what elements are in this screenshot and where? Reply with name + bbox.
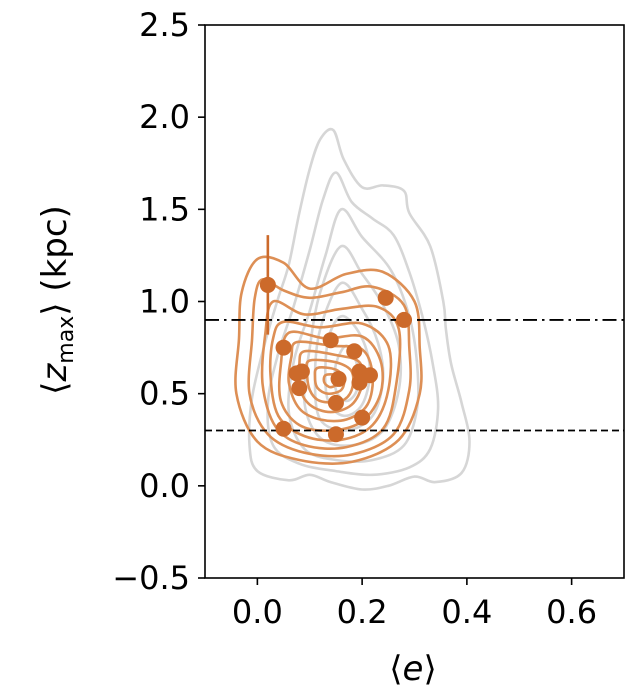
y-tick-label: 2.0 [139,98,190,136]
y-tick-label: −0.5 [112,559,190,597]
y-axis-ticks: −0.5 0.0 0.5 1.0 1.5 2.0 2.5 [112,6,205,597]
sample-contour-1 [247,278,412,458]
data-points [259,276,413,443]
data-point-11 [351,374,368,391]
data-point-3 [322,332,339,349]
data-point-10 [330,370,347,387]
data-point-16 [327,426,344,443]
y-tick-label: 1.5 [139,190,190,228]
y-axis-label-close: ⟩ (kpc) [35,205,75,316]
sample-contour-2 [260,299,402,450]
y-axis-label: ⟨zmax⟩ (kpc) [35,205,79,395]
background-contour-0 [247,127,471,491]
sample-contour-3 [268,320,393,442]
data-point-1 [377,289,394,306]
background-contour-4 [313,281,385,432]
y-tick-label: 1.0 [139,283,190,321]
x-axis-label-var: e [403,649,424,689]
x-axis-label: ⟨e⟩ [389,649,436,689]
sample-contour-8 [313,366,346,396]
x-axis-ticks: 0.0 0.2 0.4 0.6 [232,578,597,631]
y-axis-label-sub: max [54,316,79,364]
data-point-12 [291,380,308,397]
reference-lines [205,319,624,432]
data-point-14 [354,409,371,426]
data-point-5 [346,343,363,360]
y-axis-label-open: ⟨ [35,382,75,395]
y-axis-label-var: z [35,363,75,383]
sample-contour-0 [234,255,423,465]
x-tick-label: 0.0 [232,593,283,631]
x-tick-label: 0.6 [546,593,597,631]
data-point-2 [396,311,413,328]
x-axis-label-open: ⟨ [389,649,402,689]
y-tick-label: 0.5 [139,375,190,413]
y-tick-label: 2.5 [139,6,190,44]
data-point-15 [275,420,292,437]
x-tick-label: 0.2 [337,593,388,631]
x-tick-label: 0.4 [441,593,492,631]
sample-contour-7 [305,358,355,404]
x-axis-label-close: ⟩ [423,649,436,689]
data-point-7 [293,363,310,380]
data-point-0 [259,276,276,293]
data-point-4 [275,339,292,356]
data-point-13 [327,394,344,411]
y-tick-label: 0.0 [139,467,190,505]
